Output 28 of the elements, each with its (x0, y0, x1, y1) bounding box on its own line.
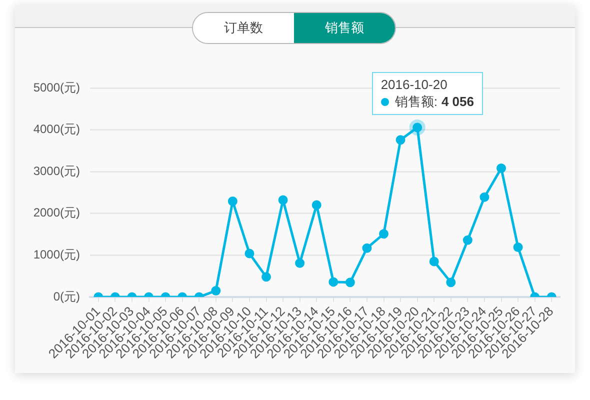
toggle-button[interactable]: 销售额 (294, 13, 395, 43)
point (262, 272, 271, 282)
point (429, 256, 439, 266)
point (379, 229, 388, 239)
point (244, 248, 254, 258)
point (446, 278, 456, 288)
point (228, 196, 238, 206)
point (513, 242, 523, 252)
point (496, 164, 506, 174)
y-tick-label: 1000(元) (33, 248, 80, 262)
y-tick-label: 4000(元) (33, 122, 80, 136)
point (396, 135, 406, 145)
point (328, 277, 338, 287)
y-tick-label: 0(元) (53, 289, 80, 304)
point (480, 192, 490, 202)
y-tick-label: 2000(元) (33, 206, 80, 220)
y-tick-label: 5000(元) (33, 80, 80, 94)
point (278, 195, 288, 205)
point (211, 286, 221, 296)
legend-label: 销售额: (394, 94, 438, 110)
point (345, 278, 355, 288)
point (312, 200, 322, 210)
data-label: 4 056 (441, 94, 474, 110)
tooltip: 2016-10-20 销售额: 4 056 (372, 72, 483, 116)
point (362, 243, 372, 253)
y-tick-label: 3000(元) (33, 164, 80, 178)
point (295, 258, 305, 268)
point (462, 235, 472, 245)
